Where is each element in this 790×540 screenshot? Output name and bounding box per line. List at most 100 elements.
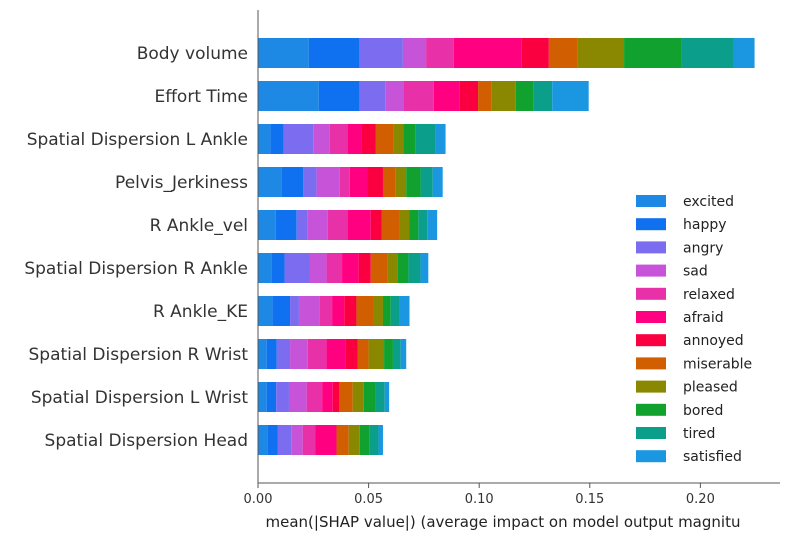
bar-pelvis-jerkiness-tired [420,167,433,197]
bar-pelvis-jerkiness-angry [303,167,317,197]
legend-label-happy: happy [683,217,727,233]
bar-spatial-dispersion-head-happy [267,425,278,455]
bar-spatial-dispersion-l-ankle-tired [415,124,436,154]
bar-spatial-dispersion-head-pleased [348,425,360,455]
bar-effort-time-angry [359,81,386,111]
bar-spatial-dispersion-head-bored [359,425,370,455]
bar-spatial-dispersion-head-sad [291,425,303,455]
bar-body-volume-angry [359,38,403,68]
bar-spatial-dispersion-l-ankle-satisfied [435,124,446,154]
legend-label-angry: angry [683,240,723,256]
y-tick-label: R Ankle_KE [153,302,248,322]
legend-label-satisfied: satisfied [683,449,742,465]
bar-spatial-dispersion-r-wrist-tired [392,339,401,369]
bar-r-ankle-vel-miserable [381,210,400,240]
bar-body-volume-happy [308,38,360,68]
x-tick-label: 0.00 [244,492,273,507]
bar-r-ankle-vel-bored [409,210,419,240]
legend-swatch-sad [636,264,666,277]
y-tick-label: Spatial Dispersion L Ankle [27,130,248,150]
bar-r-ankle-ke-relaxed [319,296,333,326]
bar-body-volume-satisfied [733,38,755,68]
bar-spatial-dispersion-r-wrist-relaxed [307,339,327,369]
bar-r-ankle-ke-afraid [332,296,345,326]
bar-spatial-dispersion-l-ankle-annoyed [361,124,376,154]
y-axis: Body volume Effort Time Spatial Dispersion… [24,10,259,483]
bar-r-ankle-vel-relaxed [327,210,348,240]
bar-spatial-dispersion-l-wrist-excited [258,382,267,412]
bar-pelvis-jerkiness-bored [406,167,421,197]
bar-r-ankle-ke-annoyed [344,296,357,326]
bar-body-volume-relaxed [426,38,454,68]
bar-spatial-dispersion-l-wrist-bored [363,382,376,412]
legend-swatch-annoyed [636,334,666,347]
bar-r-ankle-vel-afraid [347,210,371,240]
bar-spatial-dispersion-r-wrist-afraid [326,339,346,369]
bar-effort-time-pleased [491,81,516,111]
bar-spatial-dispersion-r-ankle-satisfied [420,253,429,283]
bar-r-ankle-vel-tired [418,210,428,240]
bar-effort-time-bored [515,81,534,111]
legend-label-pleased: pleased [683,380,738,396]
bar-spatial-dispersion-r-ankle-afraid [342,253,359,283]
legend-label-excited: excited [683,194,734,210]
bar-r-ankle-ke-pleased [373,296,383,326]
bar-spatial-dispersion-r-wrist-annoyed [345,339,358,369]
bar-body-volume-tired [681,38,734,68]
bar-spatial-dispersion-r-ankle-sad [309,253,327,283]
bar-spatial-dispersion-r-ankle-angry [284,253,310,283]
bar-effort-time-happy [318,81,360,111]
bar-r-ankle-vel-angry [296,210,308,240]
bar-spatial-dispersion-l-wrist-tired [375,382,385,412]
bar-effort-time-annoyed [459,81,479,111]
bar-spatial-dispersion-head-miserable [336,425,349,455]
bar-spatial-dispersion-r-ankle-bored [397,253,409,283]
bar-r-ankle-ke-tired [390,296,400,326]
y-tick-label: Effort Time [154,87,248,107]
bar-r-ankle-ke-sad [298,296,320,326]
bar-body-volume-pleased [577,38,625,68]
y-tick-label: Spatial Dispersion Head [45,431,248,451]
bar-spatial-dispersion-r-wrist-happy [266,339,277,369]
bar-spatial-dispersion-r-wrist-miserable [357,339,369,369]
bar-spatial-dispersion-r-ankle-miserable [370,253,388,283]
bar-spatial-dispersion-r-wrist-angry [276,339,291,369]
bar-spatial-dispersion-r-ankle-annoyed [358,253,371,283]
bar-spatial-dispersion-head-angry [277,425,292,455]
bar-spatial-dispersion-r-ankle-relaxed [326,253,343,283]
bar-effort-time-sad [385,81,404,111]
legend-label-annoyed: annoyed [683,333,744,349]
bar-r-ankle-vel-pleased [399,210,410,240]
bar-body-volume-annoyed [521,38,549,68]
legend-label-tired: tired [683,426,715,442]
bar-r-ankle-vel-satisfied [427,210,438,240]
bar-effort-time-miserable [478,81,492,111]
legend-label-sad: sad [683,264,708,280]
bar-spatial-dispersion-r-ankle-pleased [387,253,398,283]
bar-pelvis-jerkiness-miserable [382,167,396,197]
bar-spatial-dispersion-head-excited [258,425,268,455]
x-tick-label: 0.15 [575,492,604,507]
bar-spatial-dispersion-l-ankle-excited [258,124,271,154]
x-tick-label: 0.05 [354,492,383,507]
bar-pelvis-jerkiness-relaxed [339,167,350,197]
bar-spatial-dispersion-l-wrist-happy [266,382,277,412]
legend-label-afraid: afraid [683,310,724,326]
bar-r-ankle-vel-sad [307,210,328,240]
bar-spatial-dispersion-head-afraid [315,425,337,455]
bar-r-ankle-ke-satisfied [399,296,410,326]
y-tick-label: Spatial Dispersion L Wrist [31,388,248,408]
bar-spatial-dispersion-l-ankle-sad [313,124,330,154]
bar-spatial-dispersion-l-wrist-miserable [339,382,353,412]
legend-label-miserable: miserable [683,356,752,372]
legend-swatch-pleased [636,380,666,393]
bar-spatial-dispersion-head-relaxed [302,425,316,455]
y-tick-label: Body volume [137,44,248,64]
bar-spatial-dispersion-r-wrist-satisfied [400,339,407,369]
bar-spatial-dispersion-l-ankle-angry [283,124,314,154]
legend-swatch-miserable [636,357,666,370]
bar-spatial-dispersion-l-wrist-relaxed [306,382,323,412]
bar-r-ankle-vel-happy [275,210,297,240]
legend-swatch-relaxed [636,287,666,300]
